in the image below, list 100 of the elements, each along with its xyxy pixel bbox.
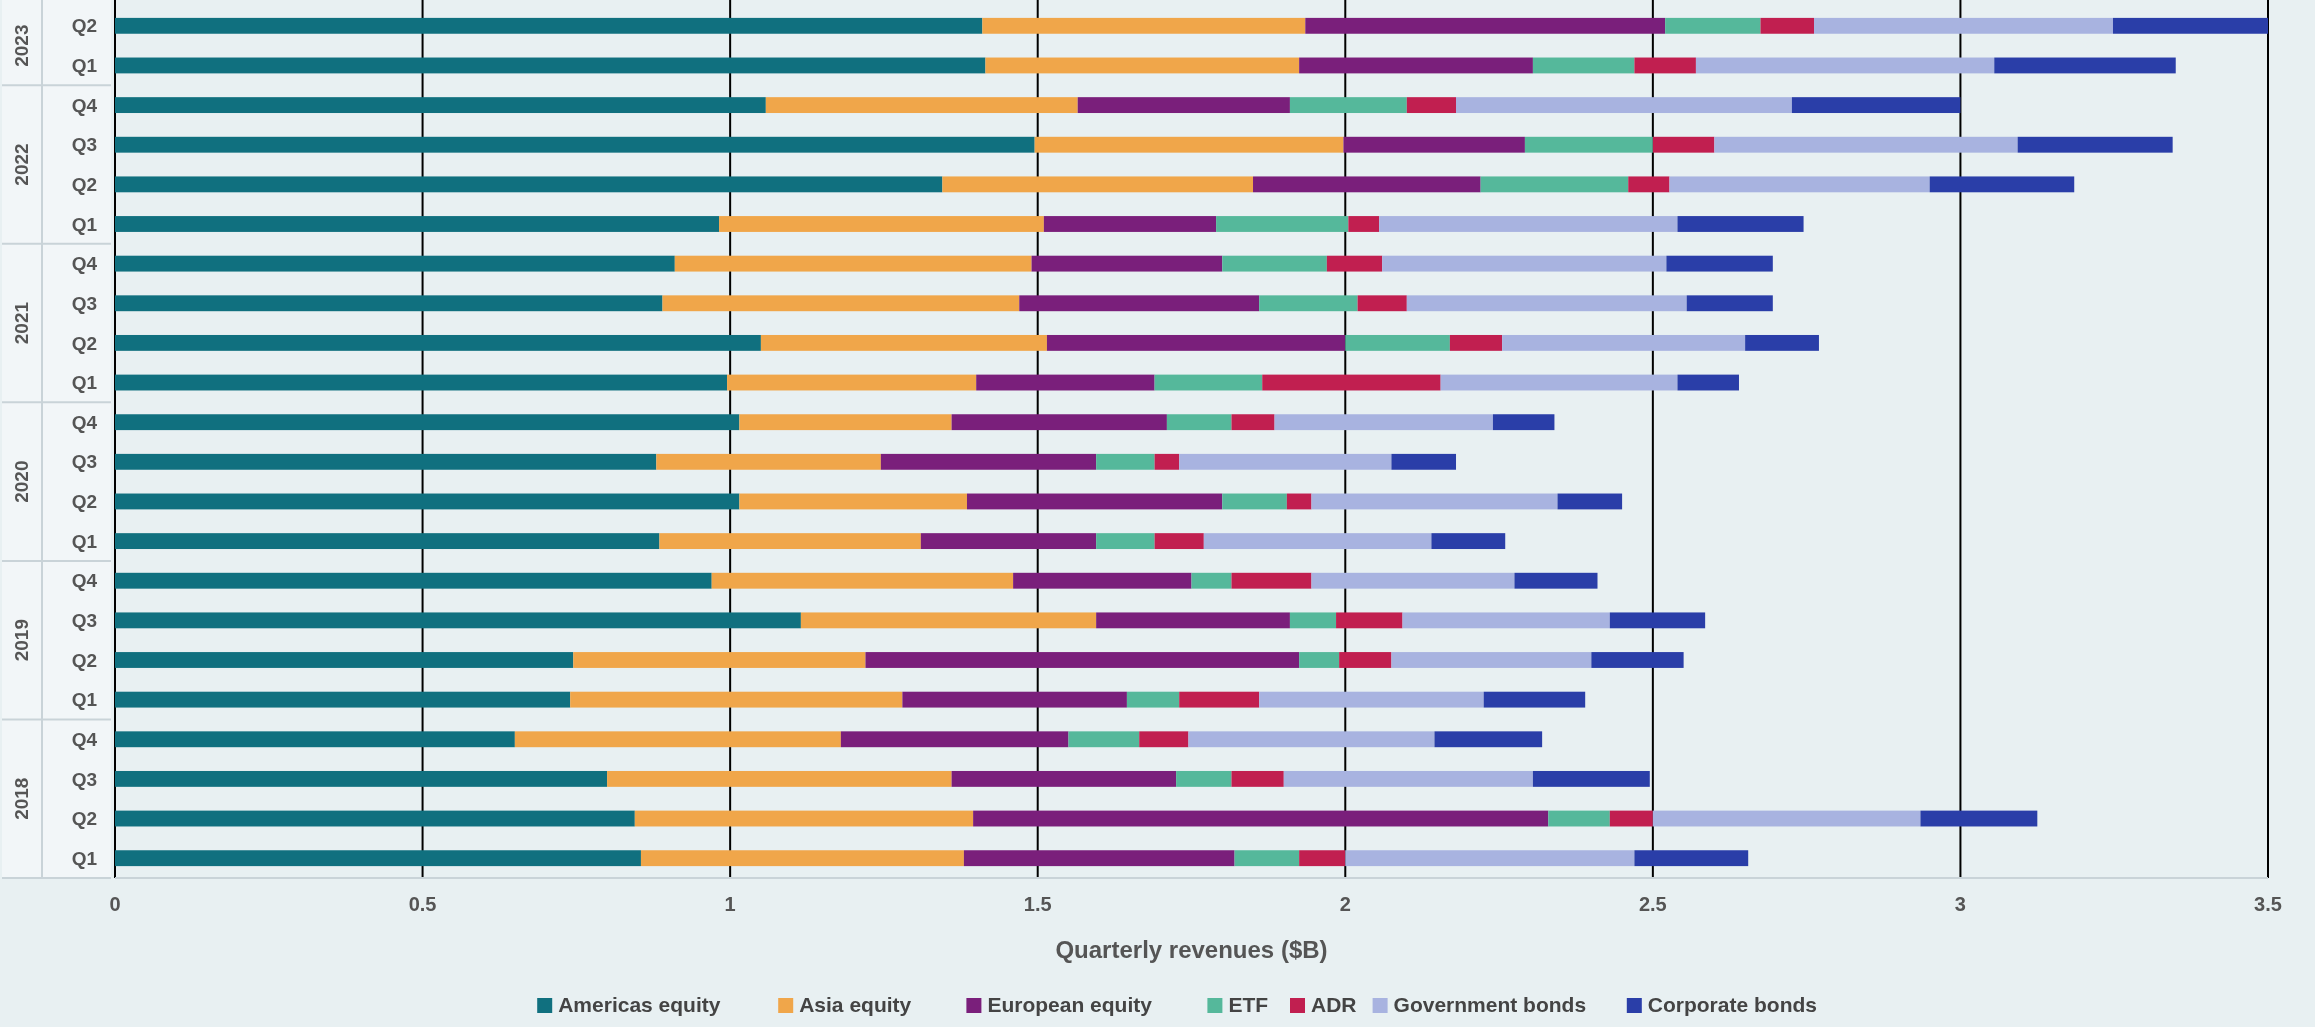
bar [1920,810,2038,827]
bar [1745,334,1819,351]
bar [840,731,1069,748]
bar [570,691,903,708]
bar [739,414,952,431]
bar [1259,691,1484,708]
y-tick-label: Q2 [71,332,97,354]
bar [1929,176,2075,193]
y-tick-label: Q3 [71,134,97,156]
x-tick-label: 0.5 [408,893,437,915]
bar [1502,334,1746,351]
bar [1231,572,1312,589]
bar [711,572,1014,589]
bar [966,493,1223,510]
bar [1609,810,1653,827]
bar [1179,691,1260,708]
bar [1231,770,1284,787]
y-tick-label: Q2 [71,649,97,671]
bar [1634,57,1696,74]
y-tick-label: Q4 [71,728,98,750]
y-tick-label: Q1 [71,372,98,394]
bar [1019,295,1260,312]
bar [634,810,974,827]
bar [115,850,641,867]
bar [115,572,712,589]
bar [1634,850,1749,867]
bar [1791,97,1961,114]
bar [1652,810,1921,827]
bar [1139,731,1189,748]
bar [573,652,866,668]
bar [1449,334,1503,351]
y-tick-label: Q3 [71,610,97,632]
bar [760,334,1047,351]
bar [1283,770,1533,787]
bar [656,453,881,470]
bar [1154,453,1180,470]
bar [1234,850,1300,867]
y-tick-label: Q4 [71,570,98,592]
bar [1326,255,1383,272]
bar [1391,652,1592,668]
bar [1305,17,1666,34]
x-tick-label: 1 [724,893,736,915]
bar [659,533,921,550]
y-tick-label: Q4 [71,94,98,116]
bar [973,810,1549,827]
bar [982,17,1306,34]
bar [1514,572,1598,589]
bar [1166,414,1232,431]
bar [115,374,728,391]
bar [1286,493,1312,510]
y-tick-label: Q1 [71,213,98,235]
y-tick-label: Q2 [71,491,97,513]
bar [1406,97,1457,114]
bar [1046,334,1346,351]
bar [1096,453,1155,470]
bar [1343,136,1525,153]
bar [1492,414,1555,431]
x-tick-label: 2 [1339,893,1351,915]
text: 2022 [11,143,32,186]
bar [115,414,740,431]
bar [1253,176,1481,193]
bar [1609,612,1706,629]
bar [1034,136,1344,153]
bar [1357,295,1407,312]
bar [1176,770,1232,787]
bar [1068,731,1140,748]
bar [115,17,983,34]
bar [1259,295,1358,312]
bar [1532,57,1635,74]
bar [115,691,571,708]
bar [1686,295,1773,312]
bar [1714,136,2018,153]
bar [674,255,1032,272]
bar [115,334,761,351]
bar [1299,57,1533,74]
bar [727,374,977,391]
bar [1440,374,1678,391]
y-tick-label: Q4 [71,411,98,433]
x-tick-label: 3 [1954,893,1966,915]
bar [985,57,1300,74]
bar [1345,850,1635,867]
bar [880,453,1097,470]
bar [1695,57,1995,74]
bar [115,770,608,787]
bar [865,652,1300,668]
bar [1760,17,1815,34]
text: 2019 [11,619,32,662]
y-tick-label: Q2 [71,808,97,830]
y-tick-label: Q3 [71,451,97,473]
bar [719,216,1044,232]
bar [1289,97,1407,114]
y-tick-label: Q2 [71,174,97,196]
x-tick-label: 2.5 [1638,893,1667,915]
bar [115,255,675,272]
text: 2020 [11,460,32,503]
legend-label: Corporate bonds [1647,993,1817,1016]
bar [800,612,1097,629]
bar [1591,652,1684,668]
bar [1532,770,1650,787]
bar [1096,533,1155,550]
